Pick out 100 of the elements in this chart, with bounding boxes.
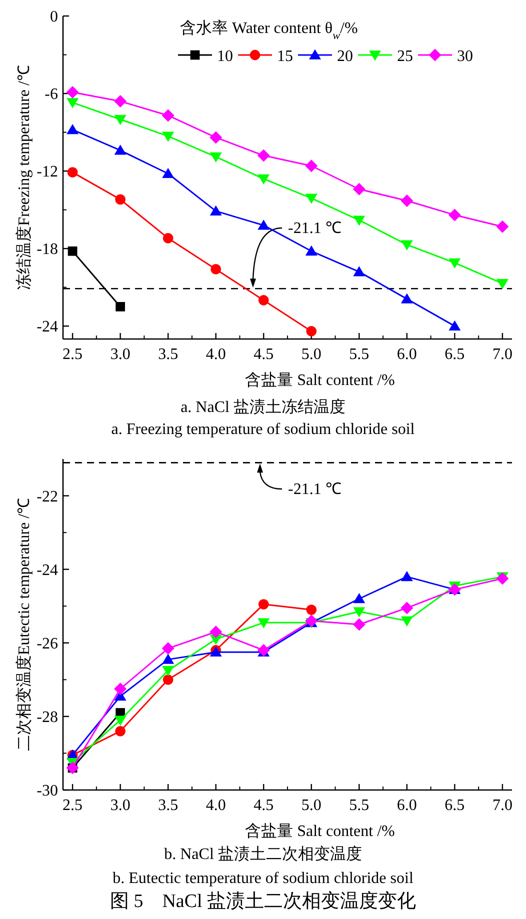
x-axis-title: 含盐量 Salt content /% — [245, 371, 395, 389]
point — [258, 295, 269, 306]
y-tick-label: -6 — [44, 86, 58, 104]
x-tick-label: 6.5 — [444, 797, 465, 814]
x-tick-label: 4.5 — [254, 346, 274, 363]
point — [353, 607, 366, 618]
point — [258, 618, 270, 628]
y-tick-label: 0 — [50, 8, 58, 26]
x-tick-label: 6.0 — [396, 797, 417, 814]
point — [115, 194, 126, 205]
point — [162, 674, 174, 685]
x-tick-label: 2.5 — [62, 797, 83, 814]
y-tick-label: -26 — [36, 635, 58, 652]
y-tick-label: -28 — [36, 708, 58, 726]
legend-label: -21.1 ℃ — [288, 481, 342, 498]
x-tick-label: 4.5 — [254, 797, 274, 814]
point — [162, 109, 174, 122]
point — [258, 599, 269, 610]
y-axis-title: 冻结温度Freezing temperature /℃ — [15, 65, 33, 290]
point — [306, 326, 317, 336]
x-tick-label: 5.5 — [349, 797, 370, 814]
x-tick-label: 5.5 — [349, 346, 370, 363]
caption: 图 5 NaCl 盐渍土二次相变温度变化 — [110, 890, 416, 912]
y-tick-label: -24 — [36, 318, 58, 336]
point — [448, 208, 461, 222]
point — [400, 616, 413, 627]
point — [210, 131, 222, 144]
point — [496, 279, 508, 290]
point — [162, 642, 174, 655]
y-tick-label: -22 — [36, 488, 58, 506]
point — [67, 167, 78, 178]
x-tick-label: 5.0 — [301, 346, 322, 363]
point — [306, 604, 317, 615]
point — [68, 246, 78, 256]
point — [400, 240, 413, 250]
legend-label: 25 — [397, 48, 413, 65]
point — [115, 726, 126, 736]
x-tick-label: 7.0 — [492, 797, 512, 814]
x-tick-label: 3.5 — [158, 797, 178, 814]
x-tick-label: 6.0 — [396, 346, 417, 363]
point — [114, 682, 127, 696]
y-tick-label: -30 — [36, 782, 58, 800]
x-tick-label: 3.5 — [158, 346, 178, 363]
point — [305, 160, 318, 172]
y-tick-label: -12 — [36, 164, 58, 181]
point — [400, 602, 414, 614]
y-tick-label: -24 — [36, 562, 58, 579]
point — [448, 320, 461, 330]
text: b. NaCl 盐渍土二次相变温度 — [164, 845, 362, 863]
x-tick-label: 7.0 — [492, 346, 512, 363]
point — [258, 174, 270, 185]
x-tick-label: 4.0 — [206, 797, 226, 814]
point — [258, 220, 270, 230]
point — [353, 593, 366, 604]
legend-label: 20 — [337, 48, 353, 65]
legend-title: 含水率 Water content θ$_{w}$/% — [180, 19, 358, 42]
point — [496, 220, 509, 233]
point — [352, 618, 366, 631]
point — [114, 144, 126, 155]
point — [257, 149, 270, 162]
point — [305, 194, 318, 204]
text: b. Eutectic temperature of sodium chloride soil — [112, 870, 414, 887]
point — [210, 626, 222, 638]
legend-label: 30 — [457, 48, 473, 65]
point — [66, 86, 79, 98]
point — [162, 233, 174, 244]
point — [210, 152, 222, 163]
point — [400, 293, 413, 304]
x-tick-label: 6.5 — [444, 346, 465, 363]
point — [114, 95, 127, 108]
legend-label: 15 — [277, 48, 293, 65]
point — [305, 245, 318, 256]
point — [210, 264, 222, 274]
x-axis-title: 含盐量 Salt content /% — [245, 822, 395, 840]
point — [162, 168, 174, 178]
point — [162, 654, 174, 664]
x-tick-label: 5.0 — [301, 797, 322, 814]
point — [66, 124, 79, 134]
point — [353, 216, 366, 226]
point — [400, 194, 414, 207]
point — [116, 302, 125, 312]
ref-line-label: -21.1 ℃ — [288, 220, 342, 237]
y-axis-title: 二次相变温度Eutectic temperature /℃ — [15, 498, 33, 752]
point — [66, 98, 79, 108]
x-tick-label: 4.0 — [206, 346, 226, 363]
point — [496, 572, 509, 585]
text: a. Freezing temperature of sodium chloride soil — [111, 421, 416, 438]
point — [353, 266, 366, 276]
x-tick-label: 2.5 — [62, 346, 83, 363]
y-tick-label: -18 — [36, 241, 58, 258]
point — [162, 132, 174, 142]
point — [114, 716, 126, 726]
point — [448, 258, 461, 268]
point — [162, 666, 174, 676]
text: a. NaCl 盐渍土冻结温度 — [180, 398, 346, 416]
point — [400, 570, 413, 582]
point — [210, 205, 222, 216]
x-tick-label: 3.0 — [110, 797, 130, 814]
x-tick-label: 3.0 — [110, 346, 130, 363]
legend-label: 10 — [217, 48, 233, 65]
